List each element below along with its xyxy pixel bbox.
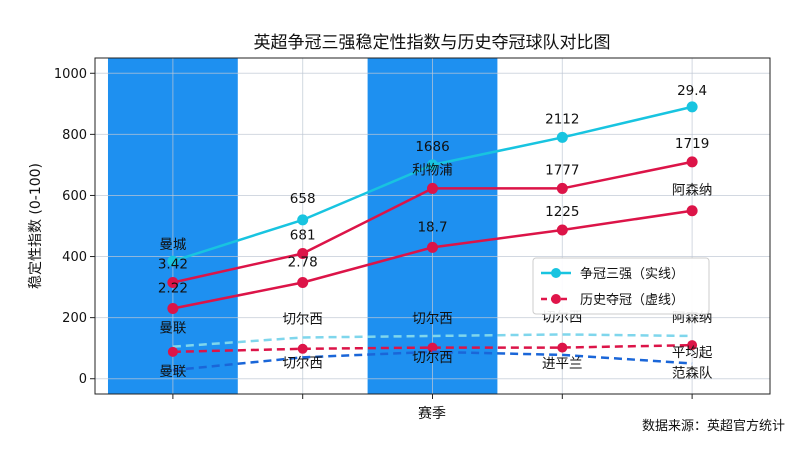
- series-0-point-1: [297, 214, 309, 226]
- legend-label-dashed: 历史夺冠（虚线）: [580, 293, 684, 308]
- y-axis-label: 稳定性指数 (0-100): [28, 163, 44, 289]
- series-1-point-3: [556, 182, 568, 194]
- series-0-point-4: [686, 101, 698, 113]
- series-0-label-2: 1686: [415, 139, 449, 155]
- legend-marker-dashed: [551, 294, 561, 304]
- series-1-point-1: [297, 247, 309, 259]
- series-1-point-0: [167, 277, 179, 289]
- y-tick-label-600: 600: [62, 189, 87, 204]
- source-note: 数据来源：英超官方统计: [642, 418, 785, 434]
- series-4-point-1: [297, 343, 308, 354]
- series-5-label-0: 曼联: [159, 364, 186, 380]
- series-4-point-4: [687, 340, 698, 351]
- series-2-point-3: [556, 224, 568, 236]
- series-4-point-0: [167, 346, 178, 357]
- series-4-label-4: 平均起: [672, 345, 713, 361]
- series-5-line: [172, 350, 693, 372]
- x-axis-label: 赛季: [418, 406, 446, 422]
- series-4-line: [172, 343, 693, 354]
- series-2-point-1: [297, 277, 309, 289]
- series-4-point-2: [427, 342, 438, 353]
- series-0-point-2: [427, 159, 438, 171]
- series-5-label-4: 范森队: [672, 365, 713, 381]
- series-2-label-4: 阿森纳: [672, 183, 713, 199]
- legend-label-solid: 争冠三强（实线）: [580, 267, 684, 282]
- series-5-label-3: 进平兰: [542, 356, 583, 372]
- y-tick-label-200: 200: [62, 311, 87, 326]
- y-tick-label-1000: 1000: [54, 67, 87, 82]
- series-2-point-2: [427, 241, 438, 253]
- legend: 争冠三强（实线） 历史夺冠（虚线）: [532, 257, 710, 315]
- legend-box: [532, 257, 710, 315]
- series-1-point-4: [686, 156, 698, 168]
- series-1-label-3: 1777: [545, 162, 579, 178]
- series-0-point-0: [167, 255, 179, 267]
- series-0-label-4: 29.4: [677, 83, 707, 99]
- series-2-point-4: [686, 205, 698, 217]
- series-3-label-0: 曼联: [159, 321, 186, 337]
- series-1-point-2: [427, 182, 438, 194]
- series-0-label-1: 658: [290, 191, 316, 207]
- series-2-label-0: 2.22: [158, 280, 188, 296]
- series-2-point-0: [167, 302, 179, 314]
- series-5-label-2: 切尔西: [412, 350, 453, 366]
- series-2-label-3: 1225: [545, 204, 579, 220]
- y-tick-label-800: 800: [62, 128, 87, 143]
- series-1-label-1: 681: [290, 227, 316, 243]
- series-3-line: [172, 333, 693, 348]
- y-tick-label-0: 0: [79, 372, 87, 387]
- y-tick-label-400: 400: [62, 250, 87, 265]
- series-1-label-0: 3.42: [158, 257, 188, 273]
- series-1-label-4: 1719: [675, 136, 709, 152]
- series-0-label-3: 2112: [545, 111, 579, 127]
- series-0-label-0: 曼城: [159, 237, 186, 253]
- chart-title: 英超争冠三强稳定性指数与历史夺冠球队对比图: [254, 33, 611, 53]
- series-3-label-2: 切尔西: [412, 311, 453, 327]
- series-2-label-1: 2.78: [288, 255, 318, 271]
- series-2-label-2: 18.7: [417, 219, 447, 235]
- series-1-label-2: 利物浦: [412, 162, 453, 178]
- series-4-point-3: [557, 342, 568, 353]
- series-0-point-3: [556, 131, 568, 143]
- series-3-label-1: 切尔西: [282, 311, 323, 327]
- legend-marker-solid: [551, 268, 561, 278]
- series-5-label-1: 切尔西: [282, 355, 323, 371]
